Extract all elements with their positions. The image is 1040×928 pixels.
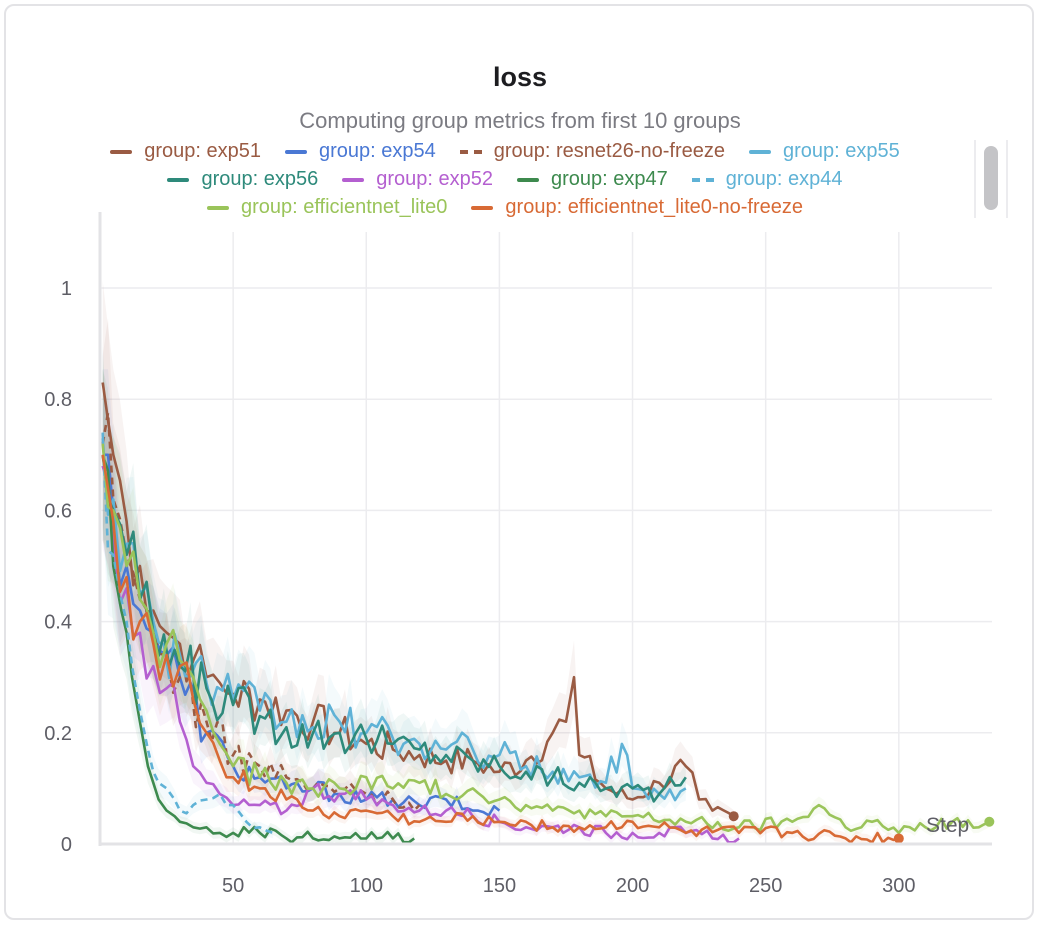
y-tick-label: 1 (61, 278, 72, 300)
series-band (102, 342, 274, 839)
x-axis-label: Step (926, 814, 969, 837)
legend-label: group: exp56 (201, 168, 319, 190)
x-tick-label: 200 (616, 875, 649, 897)
legend-row-1: group: exp51 group: exp54 group: resnet2… (40, 140, 970, 163)
legend-item-exp56[interactable]: group: exp56 (167, 168, 318, 191)
series-end-marker (984, 816, 995, 827)
legend-item-exp47[interactable]: group: exp47 (517, 168, 668, 191)
legend-label: group: efficientnet_lite0 (240, 196, 448, 218)
y-tick-label: 0.6 (44, 500, 72, 522)
series-band (102, 318, 420, 818)
x-tick-label: 150 (483, 875, 516, 897)
series-line-exp44 (101, 432, 274, 835)
series-end-marker (893, 833, 904, 844)
legend-swatch (342, 177, 365, 182)
legend-scrollbar-thumb[interactable] (984, 146, 998, 210)
legend-row-3: group: efficientnet_lite0 group: efficie… (40, 196, 970, 219)
y-tick-label: 0 (61, 834, 72, 856)
legend-item-efficientnet-lite0[interactable]: group: efficientnet_lite0 (206, 196, 448, 219)
legend-swatch (471, 205, 494, 210)
legend-label: group: exp47 (551, 168, 668, 190)
axes (98, 212, 992, 846)
series-line-resnet26-no-freeze (101, 411, 421, 812)
series-line-exp52 (101, 465, 740, 844)
legend-swatch (517, 177, 539, 182)
legend: group: exp51 group: exp54 group: resnet2… (40, 140, 970, 224)
legend-swatch (167, 177, 190, 182)
series-line-efficientnet-lite0-no-freeze (101, 454, 900, 844)
legend-scrollbar[interactable] (974, 140, 1008, 218)
series-line-exp47 (101, 454, 415, 844)
legend-item-resnet26-no-freeze[interactable]: group: resnet26-no-freeze (459, 140, 725, 163)
x-tick-label: 100 (350, 875, 383, 897)
legend-label: group: efficientnet_lite0-no-freeze (505, 196, 804, 218)
series-bands (102, 281, 990, 844)
legend-swatch (459, 149, 482, 154)
legend-swatch (749, 149, 771, 154)
chart-title: loss (492, 62, 548, 92)
legend-label: group: exp52 (376, 168, 493, 190)
legend-swatch (284, 149, 307, 154)
series-line-exp56 (101, 454, 687, 803)
legend-item-exp51[interactable]: group: exp51 (110, 140, 261, 163)
legend-item-exp54[interactable]: group: exp54 (284, 140, 436, 163)
legend-swatch (110, 149, 133, 154)
legend-item-efficientnet-lite0-no-freeze[interactable]: group: efficientnet_lite0-no-freeze (471, 196, 803, 219)
y-tick-label: 0.4 (44, 612, 72, 634)
x-tick-label: 250 (749, 875, 782, 897)
legend-label: group: exp44 (725, 168, 843, 190)
series-end-marker (728, 811, 739, 822)
series-line-efficientnet-lite0 (101, 443, 990, 835)
legend-swatch (206, 205, 229, 210)
legend-row-2: group: exp56 group: exp52 group: exp47 g… (40, 168, 970, 191)
x-tick-label: 50 (222, 875, 244, 897)
y-tick-label: 0.2 (44, 723, 72, 745)
legend-swatch (691, 177, 714, 182)
legend-item-exp52[interactable]: group: exp52 (342, 168, 493, 191)
legend-label: group: exp54 (318, 140, 436, 162)
x-tick-label: 300 (882, 875, 915, 897)
legend-label: group: exp55 (783, 140, 900, 162)
chart-subtitle: Computing group metrics from first 10 gr… (299, 108, 741, 133)
y-tick-label: 0.8 (44, 389, 72, 411)
legend-item-exp55[interactable]: group: exp55 (749, 140, 900, 163)
legend-label: group: resnet26-no-freeze (493, 140, 725, 162)
legend-label: group: exp51 (144, 140, 261, 162)
series-line-exp51 (101, 382, 735, 818)
legend-item-exp44[interactable]: group: exp44 (691, 168, 843, 191)
series-lines (101, 382, 995, 844)
